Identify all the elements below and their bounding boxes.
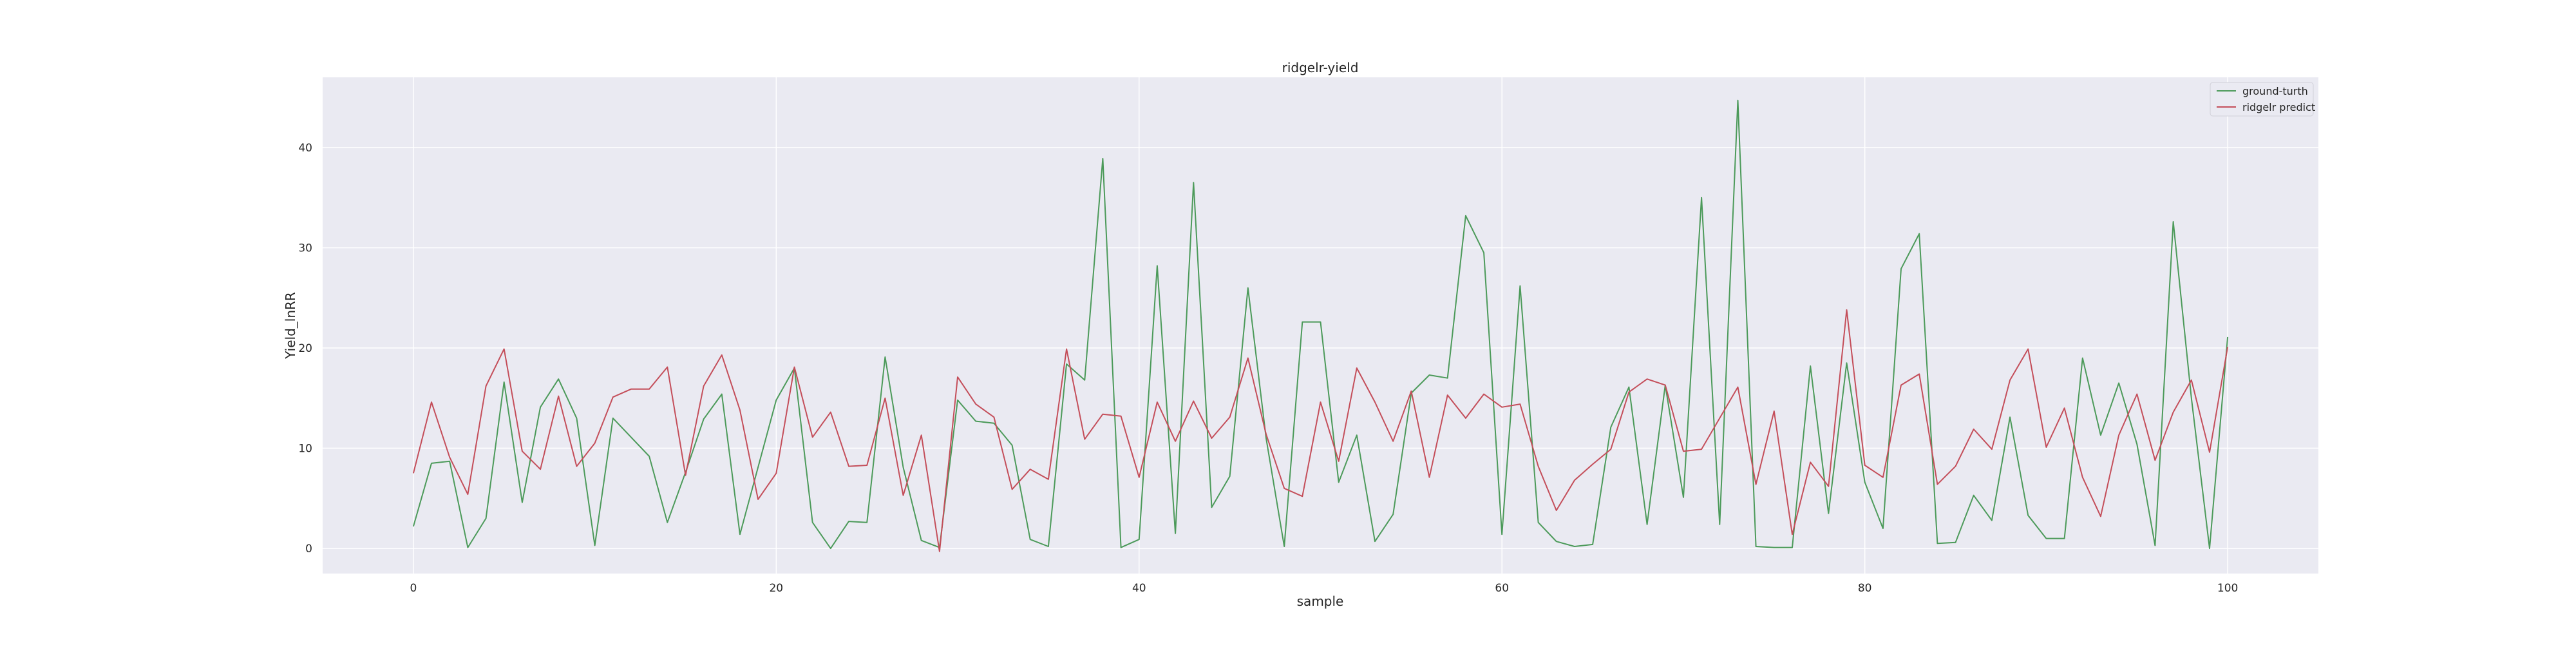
- y-tick-label: 20: [298, 342, 312, 355]
- y-tick-label: 40: [298, 142, 312, 155]
- x-tick-label: 80: [1858, 582, 1872, 595]
- y-axis-label: Yield_lnRR: [283, 292, 298, 360]
- tick-labels: 0 20 40 60 80 100 0 10 20 30 40: [298, 142, 2238, 595]
- legend-label-ground-truth: ground-turth: [2242, 85, 2308, 97]
- chart-title: ridgelr-yield: [1282, 60, 1359, 75]
- series-lines: [412, 99, 2229, 552]
- grid: [323, 77, 2318, 574]
- legend-label-ridgelr-predict: ridgelr predict: [2242, 101, 2315, 113]
- x-tick-label: 0: [410, 582, 417, 595]
- x-axis-label: sample: [1297, 594, 1344, 609]
- y-tick-label: 30: [298, 242, 312, 255]
- x-tick-label: 100: [2217, 582, 2238, 595]
- x-tick-label: 40: [1132, 582, 1146, 595]
- series-line-ground-turth: [412, 99, 2229, 550]
- y-tick-label: 0: [305, 543, 312, 555]
- legend: ground-turth ridgelr predict: [2210, 82, 2315, 117]
- y-tick-label: 10: [298, 443, 312, 456]
- x-tick-label: 60: [1495, 582, 1509, 595]
- x-tick-label: 20: [769, 582, 783, 595]
- series-line-ridgelr-predict: [412, 309, 2229, 552]
